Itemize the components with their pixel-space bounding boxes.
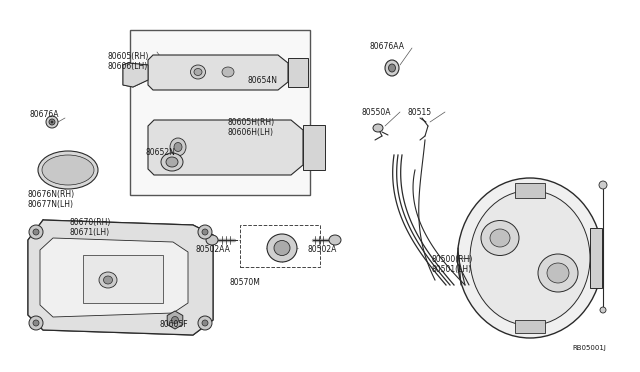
Ellipse shape xyxy=(166,157,178,167)
Bar xyxy=(240,225,320,267)
Ellipse shape xyxy=(29,316,43,330)
Text: 80501(LH): 80501(LH) xyxy=(432,265,472,274)
Text: 80676AA: 80676AA xyxy=(370,42,405,51)
Ellipse shape xyxy=(161,153,183,171)
Ellipse shape xyxy=(490,229,510,247)
Ellipse shape xyxy=(99,272,117,288)
Bar xyxy=(130,30,310,195)
Ellipse shape xyxy=(385,60,399,76)
Text: 80502A: 80502A xyxy=(308,245,337,254)
Text: 80515: 80515 xyxy=(408,108,432,117)
Polygon shape xyxy=(515,183,545,198)
Ellipse shape xyxy=(202,320,208,326)
Text: 80676A: 80676A xyxy=(30,110,60,119)
Text: 80550A: 80550A xyxy=(362,108,392,117)
Ellipse shape xyxy=(481,221,519,256)
Ellipse shape xyxy=(33,320,39,326)
Ellipse shape xyxy=(46,116,58,128)
Text: 80500(RH): 80500(RH) xyxy=(432,255,474,264)
Text: 80605H(RH): 80605H(RH) xyxy=(228,118,275,127)
Ellipse shape xyxy=(538,254,578,292)
Ellipse shape xyxy=(104,276,113,284)
Polygon shape xyxy=(40,238,188,317)
Polygon shape xyxy=(288,58,308,87)
Polygon shape xyxy=(167,311,183,329)
Polygon shape xyxy=(515,320,545,333)
Text: 80570M: 80570M xyxy=(230,278,261,287)
Ellipse shape xyxy=(29,225,43,239)
Ellipse shape xyxy=(198,316,212,330)
Ellipse shape xyxy=(170,138,186,156)
Ellipse shape xyxy=(373,124,383,132)
Ellipse shape xyxy=(600,307,606,313)
Text: 80652N: 80652N xyxy=(145,148,175,157)
Ellipse shape xyxy=(388,64,396,72)
Ellipse shape xyxy=(194,68,202,76)
Ellipse shape xyxy=(274,241,290,256)
Ellipse shape xyxy=(198,225,212,239)
Text: 80670(RH): 80670(RH) xyxy=(70,218,111,227)
Ellipse shape xyxy=(222,67,234,77)
Ellipse shape xyxy=(547,263,569,283)
Ellipse shape xyxy=(267,234,297,262)
Text: 80677N(LH): 80677N(LH) xyxy=(28,200,74,209)
Polygon shape xyxy=(123,63,148,87)
Text: 80502AA: 80502AA xyxy=(195,245,230,254)
Text: 80654N: 80654N xyxy=(248,76,278,85)
Ellipse shape xyxy=(33,229,39,235)
Bar xyxy=(83,255,163,303)
Polygon shape xyxy=(148,120,303,175)
Text: 80605(RH): 80605(RH) xyxy=(108,52,149,61)
Polygon shape xyxy=(28,220,213,335)
Ellipse shape xyxy=(191,65,205,79)
Ellipse shape xyxy=(42,155,94,185)
Ellipse shape xyxy=(329,235,341,245)
Ellipse shape xyxy=(599,181,607,189)
Text: RB05001J: RB05001J xyxy=(572,345,606,351)
Text: 80671(LH): 80671(LH) xyxy=(70,228,110,237)
Ellipse shape xyxy=(38,151,98,189)
Text: 80606(LH): 80606(LH) xyxy=(108,62,148,71)
Text: 80606H(LH): 80606H(LH) xyxy=(228,128,274,137)
Text: 80605F: 80605F xyxy=(160,320,189,329)
Ellipse shape xyxy=(51,121,53,123)
Ellipse shape xyxy=(206,235,218,245)
Ellipse shape xyxy=(174,142,182,151)
Polygon shape xyxy=(303,125,325,170)
Polygon shape xyxy=(148,55,288,90)
Ellipse shape xyxy=(49,119,55,125)
Text: 80676N(RH): 80676N(RH) xyxy=(28,190,75,199)
Ellipse shape xyxy=(458,178,602,338)
Ellipse shape xyxy=(172,317,179,324)
Ellipse shape xyxy=(202,229,208,235)
Polygon shape xyxy=(590,228,602,288)
Ellipse shape xyxy=(470,190,590,326)
